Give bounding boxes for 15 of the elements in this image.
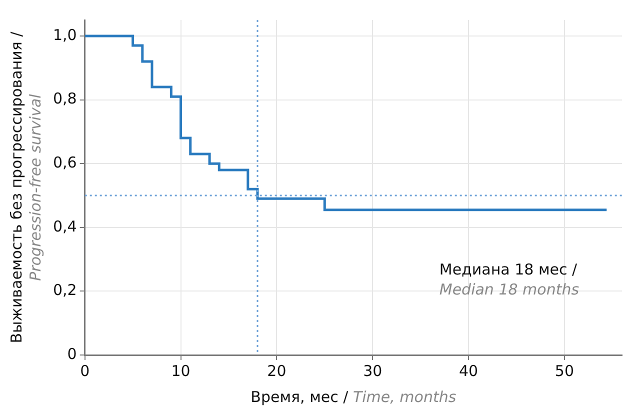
x-tick-label: 50 xyxy=(554,362,574,380)
annotation: Медиана 18 мес / Median 18 months xyxy=(439,260,580,299)
y-tick-label: 0,8 xyxy=(52,90,77,108)
x-tick-label: 30 xyxy=(363,362,382,380)
x-tick-label: 0 xyxy=(80,362,90,380)
y-tick-label: 0,4 xyxy=(52,217,77,236)
y-tick-label: 0 xyxy=(67,344,77,363)
x-axis-title: Время, мес / Time, months xyxy=(250,388,456,406)
y-tick-label: 0,2 xyxy=(52,281,77,300)
x-tick-label: 20 xyxy=(267,362,286,380)
x-tick-label: 40 xyxy=(458,362,478,380)
x-tick-label: 10 xyxy=(171,362,190,380)
y-axis-title: Выживаемость без прогрессирования / Progression-free survival xyxy=(7,30,44,344)
y-tick-label: 1,0 xyxy=(52,26,77,44)
y-tick-label: 0,6 xyxy=(52,153,77,172)
